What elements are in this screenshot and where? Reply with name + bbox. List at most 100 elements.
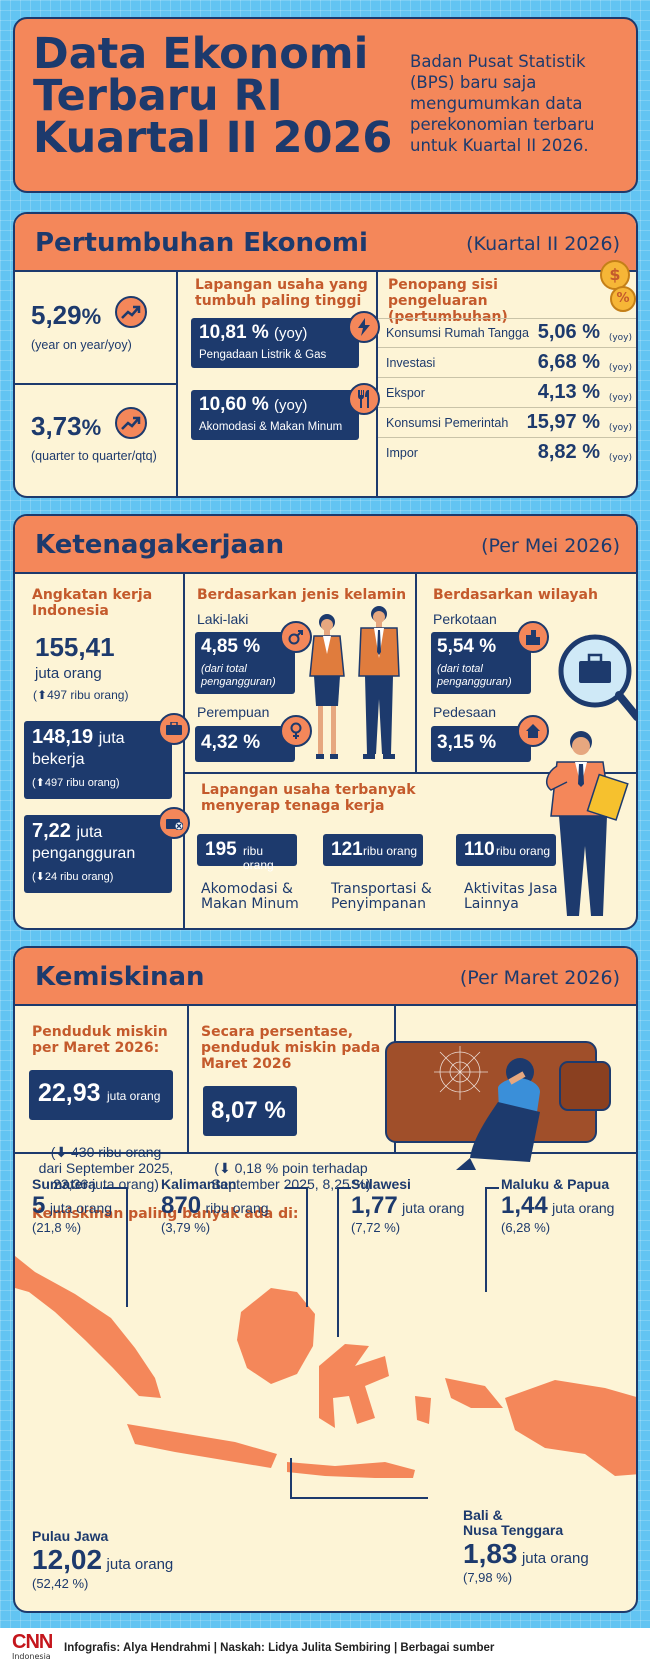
lightning-icon — [348, 311, 380, 343]
unemployed-card: 7,22 juta pengangguran (⬇24 ribu orang) — [24, 815, 172, 893]
main-title: Data Ekonomi Terbaru RI Kuartal II 2026 — [33, 29, 393, 163]
briefcase-x-icon — [158, 807, 190, 839]
title-line-2: Terbaru RI — [33, 71, 283, 121]
title-line-1: Data Ekonomi — [33, 29, 369, 79]
magnifier-icon — [558, 634, 636, 721]
table-row: Konsumsi Rumah Tangga 5,06 % (yoy) — [378, 319, 636, 348]
table-row: Impor 8,82 % (yoy) — [386, 441, 632, 463]
arrow-down-icon: ⬇ — [35, 871, 45, 883]
working-card: 148,19 juta bekerja (⬆497 ribu orang) — [24, 721, 172, 799]
leader-line — [290, 1497, 428, 1499]
region-sumatera: Sumatera 5 juta orang (21,8 %) — [32, 1176, 113, 1235]
poverty-period: (Per Maret 2026) — [459, 967, 620, 989]
employment-title: Ketenagakerjaan — [35, 530, 285, 560]
wallet-sad-man-figure — [385, 1041, 611, 1170]
divider — [176, 272, 178, 496]
trend-up-icon — [115, 407, 147, 439]
region-maluku-papua: Maluku & Papua 1,44 juta orang (6,28 %) — [501, 1176, 615, 1235]
city-buildings-icon — [517, 621, 549, 653]
emp-sector-name-1: Akomodasi & Makan Minum — [201, 881, 299, 912]
growth-period: (Kuartal II 2026) — [466, 233, 620, 255]
workforce-label: Angkatan kerja Indonesia — [32, 587, 153, 620]
employment-period: (Per Mei 2026) — [481, 535, 620, 557]
rural-card: 3,15 % — [431, 726, 531, 762]
workforce-change: (⬆497 ribu orang) — [33, 688, 129, 702]
employment-section: Ketenagakerjaan (Per Mei 2026) Angkatan … — [13, 514, 638, 930]
employment-sector-title: Lapangan usaha terbanyak menyerap tenaga… — [201, 782, 416, 815]
footer-credits: Infografis: Alya Hendrahmi | Naskah: Lid… — [64, 1642, 495, 1654]
poverty-section: Kemiskinan (Per Maret 2026) Penduduk mis… — [13, 946, 638, 1613]
sector-card-akomodasi: 10,60 % (yoy) Akomodasi & Makan Minum — [191, 390, 359, 440]
employment-header: Ketenagakerjaan (Per Mei 2026) — [15, 516, 636, 574]
female-symbol-icon — [280, 715, 312, 747]
poverty-header: Kemiskinan (Per Maret 2026) — [15, 948, 636, 1006]
gdp-yoy-label: (year on year/yoy) — [31, 338, 132, 352]
emp-sector-card-1: 195 ribu orang — [197, 834, 297, 872]
rural-label: Pedesaan — [433, 704, 497, 720]
region-jawa: Pulau Jawa 12,02 juta orang (52,42 %) — [32, 1528, 174, 1591]
spending-title: Penopang sisi pengeluaran (pertumbuhan) — [388, 277, 508, 326]
footer: CNN Indonesia Infografis: Alya Hendrahmi… — [0, 1628, 650, 1672]
intro-line-2: (BPS) baru saja — [410, 73, 537, 92]
leader-line — [285, 1187, 307, 1189]
poverty-pct-card: 8,07 % — [203, 1086, 297, 1136]
emp-sector-card-2: 121 ribu orang — [323, 834, 423, 866]
intro-line-5: untuk Kuartal II 2026. — [410, 136, 589, 155]
growth-header: Pertumbuhan Ekonomi (Kuartal II 2026) — [15, 214, 636, 272]
gdp-qtq-value: 3,73% — [31, 411, 102, 441]
emp-sector-name-3: Aktivitas Jasa Lainnya — [464, 881, 558, 912]
poverty-pct-label: Secara persentase, penduduk miskin pada … — [201, 1024, 381, 1073]
coins-icon: $ % — [600, 260, 636, 316]
leader-line — [290, 1458, 292, 1498]
growth-section: Pertumbuhan Ekonomi (Kuartal II 2026) 5,… — [13, 212, 638, 498]
arrow-down-icon: ⬇ — [55, 1144, 68, 1160]
table-row: Investasi 6,68 % (yoy) — [378, 349, 636, 378]
divider — [415, 574, 417, 774]
urban-card: 5,54 % (dari total pengangguran) — [431, 632, 531, 694]
sector-name: Akomodasi & Makan Minum — [199, 421, 343, 433]
region-sulawesi: Sulawesi 1,77 juta orang (7,72 %) — [351, 1176, 465, 1235]
leader-line — [126, 1187, 128, 1307]
regions-title: Kemiskinan paling banyak ada di: — [32, 1206, 299, 1222]
workforce-unit: juta orang — [35, 665, 102, 682]
leader-line — [103, 1187, 127, 1189]
poverty-title: Kemiskinan — [35, 962, 205, 992]
sector-name: Pengadaan Listrik & Gas — [199, 349, 327, 361]
intro-line-1: Badan Pusat Statistik — [410, 52, 586, 71]
arrow-up-icon: ⬆ — [37, 688, 48, 702]
gender-title: Berdasarkan jenis kelamin — [197, 587, 407, 603]
man-figure — [358, 606, 400, 759]
region-bali-nt: Bali & Nusa Tenggara 1,83 juta orang (7,9… — [463, 1507, 589, 1586]
house-icon — [517, 715, 549, 747]
female-label: Perempuan — [197, 704, 270, 720]
divider — [187, 1006, 189, 1154]
male-card: 4,85 % (dari total pengangguran) — [195, 632, 295, 694]
intro-line-3: mengumumkan data — [410, 94, 583, 113]
indonesia-map — [15, 1256, 636, 1478]
urban-label: Perkotaan — [433, 611, 497, 627]
region-kalimantan: Kalimantan 870 ribu orang (3,79 %) — [161, 1176, 269, 1235]
table-row: Konsumsi Pemerintah 15,97 % (yoy) — [378, 409, 636, 438]
arrow-down-icon: ⬇ — [218, 1160, 231, 1176]
briefcase-icon — [158, 713, 190, 745]
emp-sector-card-3: 110 ribu orang — [456, 834, 556, 866]
gdp-qtq-label: (quarter to quarter/qtq) — [31, 449, 157, 463]
male-label: Laki-laki — [197, 611, 249, 627]
divider — [376, 272, 378, 496]
male-symbol-icon — [280, 621, 312, 653]
divider — [15, 1152, 636, 1154]
poverty-pct-note: (⬇ 0,18 % poin terhadap September 2025, … — [211, 1160, 371, 1192]
divider — [183, 772, 636, 774]
emp-sector-name-2: Transportasi & Penyimpanan — [331, 881, 432, 912]
workforce-value: 155,41 — [35, 632, 115, 662]
poverty-count-card: 22,93 juta orang — [29, 1070, 173, 1120]
sector-card-listrik: 10,81 % (yoy) Pengadaan Listrik & Gas — [191, 318, 359, 368]
title-line-3: Kuartal II 2026 — [33, 113, 393, 163]
leader-line — [485, 1187, 499, 1189]
woman-figure — [309, 614, 345, 759]
leader-line — [306, 1187, 308, 1307]
leader-line — [337, 1187, 339, 1337]
poverty-count-label: Penduduk miskin per Maret 2026: — [32, 1024, 168, 1057]
leader-line — [337, 1187, 351, 1189]
divider — [15, 383, 176, 385]
